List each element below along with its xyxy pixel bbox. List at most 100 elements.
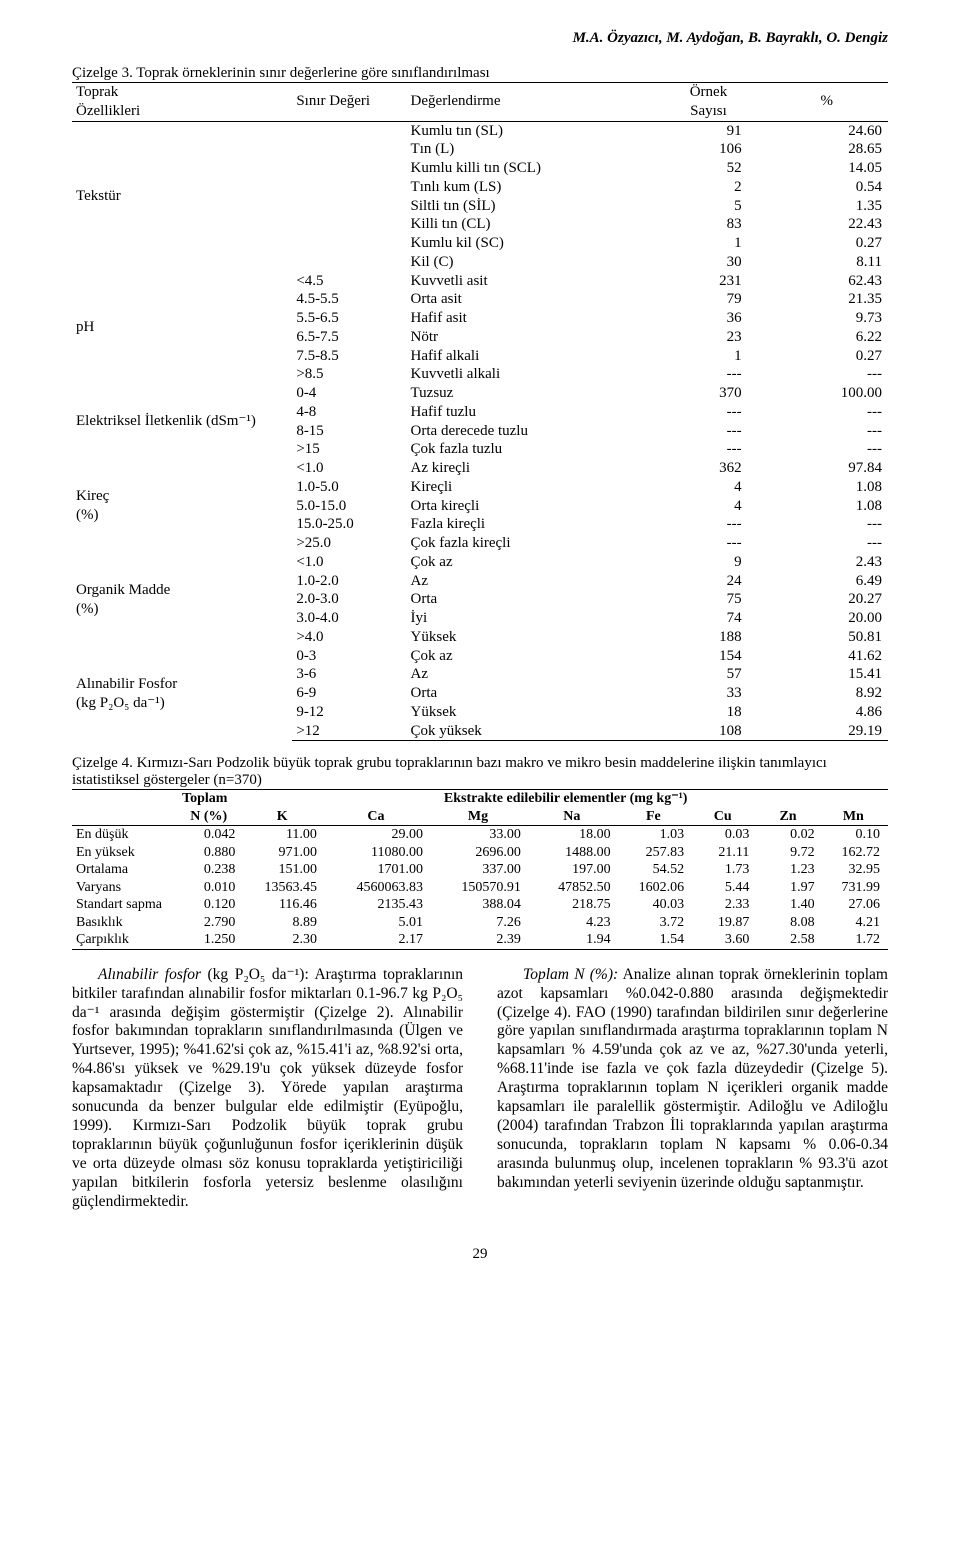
t4-row-label: En yüksek (72, 844, 178, 862)
t3-pct: 20.00 (766, 609, 888, 628)
t3-n: 91 (651, 121, 765, 140)
t3-pct: 4.86 (766, 703, 888, 722)
t3-n: 57 (651, 665, 765, 684)
t3-eval: Kil (C) (407, 253, 652, 272)
t3-pct: 0.27 (766, 234, 888, 253)
t3-pct: 6.22 (766, 328, 888, 347)
t4-cell: 1602.06 (619, 879, 692, 897)
table-row: Kireç(%)<1.0Az kireçli36297.84 (72, 459, 888, 478)
t3-property: Tekstür (72, 121, 292, 272)
t3-sinir: 15.0-25.0 (292, 515, 406, 534)
t4-cell: 0.10 (823, 826, 888, 844)
t3-eval: Hafif tuzlu (407, 403, 652, 422)
t3-pct: 1.08 (766, 497, 888, 516)
t3-n: --- (651, 365, 765, 384)
table-row: En yüksek0.880971.0011080.002696.001488.… (72, 844, 888, 862)
t4-cell: 1.72 (823, 931, 888, 949)
t3-sinir: >4.0 (292, 628, 406, 647)
table-row: Basıklık2.7908.895.017.264.233.7219.878.… (72, 914, 888, 932)
t4-cell: 0.042 (178, 826, 243, 844)
t3-pct: 8.11 (766, 253, 888, 272)
t3-pct: --- (766, 515, 888, 534)
t3-h-c4a: Örnek (690, 84, 728, 100)
t4-col-header: N (%) (178, 808, 243, 826)
t4-col-header (72, 808, 178, 826)
t4-cell: 197.00 (529, 861, 619, 879)
t3-pct: --- (766, 365, 888, 384)
t3-pct: 22.43 (766, 215, 888, 234)
t4-cell: 337.00 (431, 861, 529, 879)
t3-sinir: >15 (292, 440, 406, 459)
t3-sinir: 5.0-15.0 (292, 497, 406, 516)
t3-sinir: 8-15 (292, 422, 406, 441)
table-row: Varyans0.01013563.454560063.83150570.914… (72, 879, 888, 897)
t3-eval: Tın (L) (407, 140, 652, 159)
t3-n: 231 (651, 272, 765, 291)
t3-pct: 97.84 (766, 459, 888, 478)
t3-n: --- (651, 534, 765, 553)
t3-sinir: 7.5-8.5 (292, 347, 406, 366)
t4-cell: 162.72 (823, 844, 888, 862)
t4-cell: 40.03 (619, 896, 692, 914)
t3-sinir (292, 215, 406, 234)
t4-cell: 971.00 (243, 844, 325, 862)
t4-cell: 0.238 (178, 861, 243, 879)
t4-col-header: Cu (692, 808, 757, 826)
t4-cell: 2696.00 (431, 844, 529, 862)
table-row: Organik Madde(%)<1.0Çok az92.43 (72, 553, 888, 572)
left-column: Alınabilir fosfor (kg P₂O₅ da⁻¹): Araştı… (72, 966, 463, 1212)
t4-cell: 1.94 (529, 931, 619, 949)
t3-sinir (292, 253, 406, 272)
t4-cell: 0.02 (757, 826, 822, 844)
t3-eval: Kumlu kil (SC) (407, 234, 652, 253)
t4-cell: 1.40 (757, 896, 822, 914)
t4-cell: 9.72 (757, 844, 822, 862)
t4-col-header: K (243, 808, 325, 826)
t3-n: 362 (651, 459, 765, 478)
t4-cell: 257.83 (619, 844, 692, 862)
t4-cell: 1.250 (178, 931, 243, 949)
t3-sinir (292, 178, 406, 197)
t4-col-header: Mn (823, 808, 888, 826)
t4-cell: 4560063.83 (325, 879, 431, 897)
t3-sinir (292, 121, 406, 140)
t4-cell: 0.880 (178, 844, 243, 862)
t3-n: 9 (651, 553, 765, 572)
t3-property: Elektriksel İletkenlik (dSm⁻¹) (72, 384, 292, 459)
t3-n: --- (651, 403, 765, 422)
table3-title: Çizelge 3. Toprak örneklerinin sınır değ… (72, 65, 888, 82)
t4-col-header: Zn (757, 808, 822, 826)
t3-pct: 50.81 (766, 628, 888, 647)
t3-h-c4b: Sayısı (690, 103, 727, 119)
t3-eval: Çok az (407, 647, 652, 666)
t4-col-header: Na (529, 808, 619, 826)
t4-row-label: Ortalama (72, 861, 178, 879)
t3-sinir: 0-3 (292, 647, 406, 666)
t3-eval: Orta (407, 590, 652, 609)
t3-sinir: 6.5-7.5 (292, 328, 406, 347)
t3-sinir: 2.0-3.0 (292, 590, 406, 609)
t3-pct: 24.60 (766, 121, 888, 140)
t3-eval: Fazla kireçli (407, 515, 652, 534)
t4-cell: 2.790 (178, 914, 243, 932)
t3-n: 108 (651, 722, 765, 741)
t3-sinir: <1.0 (292, 553, 406, 572)
t3-sinir: 1.0-2.0 (292, 572, 406, 591)
t3-pct: 21.35 (766, 290, 888, 309)
t4-col-header: Mg (431, 808, 529, 826)
t4-cell: 13563.45 (243, 879, 325, 897)
table4-wrap: Çizelge 4. Kırmızı-Sarı Podzolik büyük t… (72, 755, 888, 950)
t4-cell: 29.00 (325, 826, 431, 844)
t3-sinir (292, 159, 406, 178)
t3-sinir: 0-4 (292, 384, 406, 403)
t3-n: 30 (651, 253, 765, 272)
t3-eval: İyi (407, 609, 652, 628)
t3-eval: Hafif asit (407, 309, 652, 328)
t4-cell: 1701.00 (325, 861, 431, 879)
t3-pct: 15.41 (766, 665, 888, 684)
t3-eval: Orta asit (407, 290, 652, 309)
t4-cell: 1488.00 (529, 844, 619, 862)
t3-eval: Kuvvetli alkali (407, 365, 652, 384)
t4-cell: 0.010 (178, 879, 243, 897)
t3-n: 52 (651, 159, 765, 178)
